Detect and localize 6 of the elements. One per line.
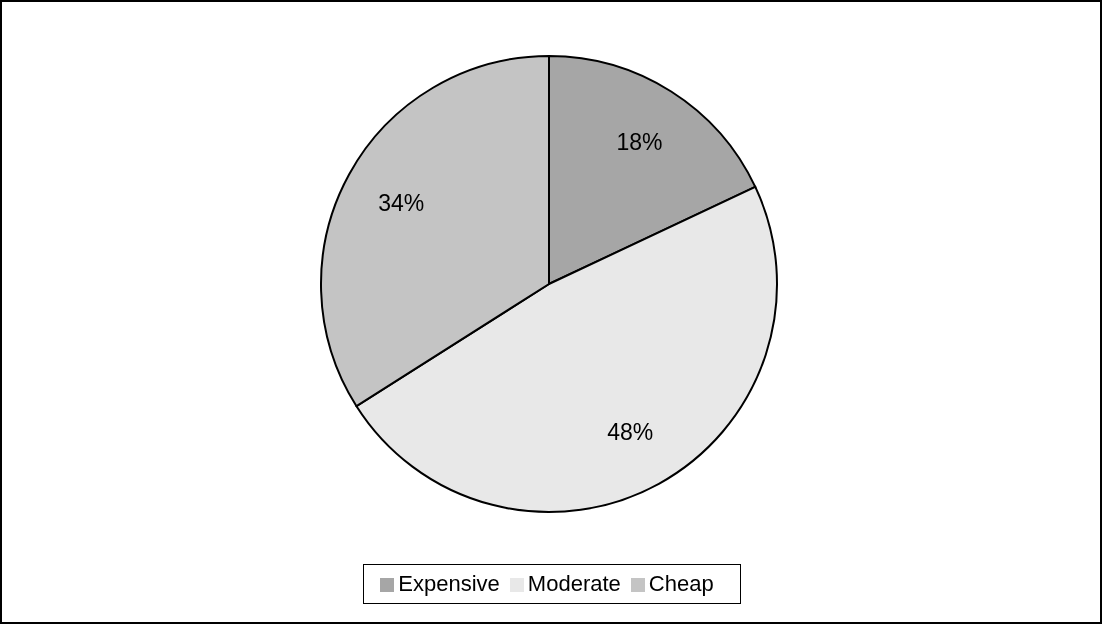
legend-label: Moderate: [527, 571, 621, 596]
legend-label: Cheap: [648, 571, 714, 596]
data-label: 34%: [378, 189, 425, 216]
data-label: 48%: [607, 418, 654, 445]
data-label: 18%: [616, 128, 663, 155]
legend-label: Expensive: [398, 571, 500, 596]
